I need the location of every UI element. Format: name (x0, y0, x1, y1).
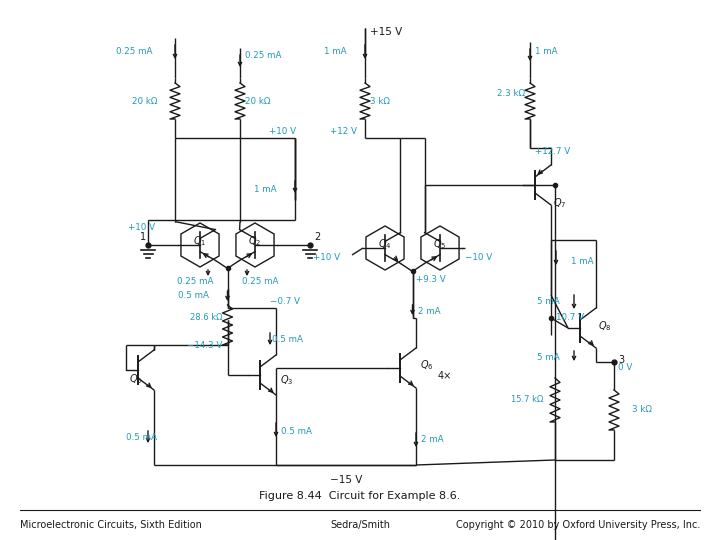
Text: Sedra/Smith: Sedra/Smith (330, 520, 390, 530)
Text: 5 mA: 5 mA (537, 298, 560, 307)
Text: 1 mA: 1 mA (254, 186, 277, 194)
Text: 0.5 mA: 0.5 mA (281, 428, 312, 436)
Text: 2: 2 (314, 232, 320, 242)
Text: 2 mA: 2 mA (421, 435, 444, 444)
Text: −15 V: −15 V (330, 475, 362, 485)
Text: 0.25 mA: 0.25 mA (242, 276, 278, 286)
Text: 0.5 mA: 0.5 mA (272, 335, 303, 345)
Text: $Q_4$: $Q_4$ (378, 237, 392, 251)
Text: 0.25 mA: 0.25 mA (176, 276, 213, 286)
Text: Figure 8.44  Circuit for Example 8.6.: Figure 8.44 Circuit for Example 8.6. (259, 491, 461, 501)
Text: −14.3 V: −14.3 V (187, 341, 222, 349)
Text: +12.7 V: +12.7 V (535, 147, 570, 157)
Text: −10 V: −10 V (465, 253, 492, 262)
Text: $Q_3$: $Q_3$ (280, 373, 294, 387)
Text: 10.7 V: 10.7 V (556, 314, 584, 322)
Text: $Q_5$: $Q_5$ (130, 372, 143, 386)
Text: 0 V: 0 V (618, 363, 632, 373)
Text: −0.7 V: −0.7 V (270, 298, 300, 307)
Text: +9.3 V: +9.3 V (415, 275, 445, 284)
Text: 0.5 mA: 0.5 mA (126, 434, 157, 442)
Text: 3 kΩ: 3 kΩ (632, 406, 652, 415)
Text: +15 V: +15 V (370, 27, 402, 37)
Text: $Q_1$: $Q_1$ (194, 234, 207, 248)
Text: 1 mA: 1 mA (535, 48, 557, 57)
Text: $Q_2$: $Q_2$ (248, 234, 261, 248)
Text: 1 mA: 1 mA (325, 48, 347, 57)
Text: 15.7 kΩ: 15.7 kΩ (510, 395, 543, 404)
Text: 0.5 mA: 0.5 mA (179, 292, 210, 300)
Text: 2.3 kΩ: 2.3 kΩ (497, 89, 525, 98)
Text: 20 kΩ: 20 kΩ (132, 97, 157, 105)
Text: +10 V: +10 V (128, 224, 155, 233)
Text: 4×: 4× (438, 371, 452, 381)
Text: Copyright © 2010 by Oxford University Press, Inc.: Copyright © 2010 by Oxford University Pr… (456, 520, 700, 530)
Text: +10 V: +10 V (313, 253, 340, 262)
Text: 1: 1 (140, 232, 146, 242)
Text: 0.25 mA: 0.25 mA (245, 51, 282, 60)
Text: 2 mA: 2 mA (418, 307, 440, 316)
Text: $Q_8$: $Q_8$ (598, 319, 611, 333)
Text: $Q_5$: $Q_5$ (433, 237, 446, 251)
Text: 3 kΩ: 3 kΩ (370, 97, 390, 105)
Text: 0.25 mA: 0.25 mA (117, 48, 153, 57)
Text: Microelectronic Circuits, Sixth Edition: Microelectronic Circuits, Sixth Edition (20, 520, 202, 530)
Text: +12 V: +12 V (330, 127, 357, 137)
Text: 3: 3 (618, 355, 624, 365)
Text: 20 kΩ: 20 kΩ (245, 97, 271, 105)
Text: $Q_7$: $Q_7$ (553, 196, 567, 210)
Text: 1 mA: 1 mA (571, 258, 593, 267)
Text: 28.6 kΩ: 28.6 kΩ (190, 314, 222, 322)
Text: $Q_6$: $Q_6$ (420, 358, 433, 372)
Text: 5 mA: 5 mA (537, 354, 560, 362)
Text: +10 V: +10 V (269, 127, 297, 137)
